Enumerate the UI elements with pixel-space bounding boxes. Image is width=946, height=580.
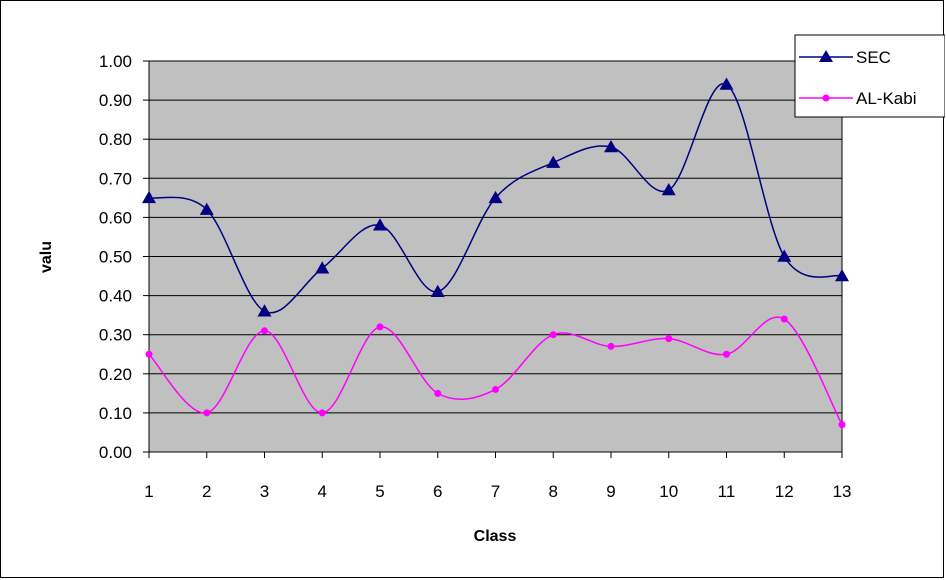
legend-label-alkabi: AL-Kabi bbox=[856, 89, 916, 108]
x-tick-label: 4 bbox=[318, 482, 327, 501]
data-point-sec bbox=[661, 183, 676, 196]
y-tick-label: 0.30 bbox=[99, 326, 132, 345]
data-point-al-kabi bbox=[549, 331, 557, 339]
data-point-al-kabi bbox=[723, 350, 730, 358]
series-sec bbox=[142, 77, 849, 317]
data-point-al-kabi bbox=[318, 409, 326, 417]
data-point-sec bbox=[719, 77, 734, 90]
data-point-sec bbox=[373, 218, 387, 231]
y-axis-title: valu bbox=[38, 241, 55, 273]
x-axis-ticks: 1 2 3 4 5 6 7 8 9 10 11 12 13 bbox=[144, 452, 851, 501]
data-point-al-kabi bbox=[665, 335, 673, 343]
x-tick-label: 2 bbox=[202, 482, 211, 501]
data-point-sec bbox=[546, 155, 561, 168]
legend-marker-alkabi bbox=[822, 94, 830, 102]
x-tick-label: 13 bbox=[833, 482, 852, 501]
data-point-al-kabi bbox=[434, 389, 442, 397]
data-point-al-kabi bbox=[376, 323, 384, 331]
legend: SEC AL-Kabi bbox=[794, 34, 945, 118]
x-axis-title: Class bbox=[474, 528, 517, 545]
y-tick-label: 0.60 bbox=[99, 208, 132, 227]
data-point-al-kabi bbox=[492, 385, 499, 393]
data-point-sec bbox=[142, 190, 156, 204]
data-point-al-kabi bbox=[607, 342, 615, 350]
data-point-sec bbox=[488, 190, 503, 204]
x-tick-label: 10 bbox=[659, 482, 678, 501]
y-tick-label: 1.00 bbox=[99, 52, 132, 71]
data-point-sec bbox=[835, 269, 849, 282]
data-point-sec bbox=[199, 202, 214, 215]
y-tick-label: 0.10 bbox=[99, 404, 132, 423]
data-point-al-kabi bbox=[203, 409, 211, 417]
legend-box bbox=[794, 34, 945, 118]
y-tick-label: 0.80 bbox=[99, 130, 132, 149]
x-tick-label: 3 bbox=[260, 482, 269, 501]
series-al-kabi bbox=[145, 315, 846, 429]
x-tick-label: 6 bbox=[433, 482, 442, 501]
y-tick-label: 0.90 bbox=[99, 91, 132, 110]
x-tick-label: 7 bbox=[491, 482, 500, 501]
data-point-al-kabi bbox=[261, 327, 268, 335]
x-tick-label: 1 bbox=[144, 482, 153, 501]
legend-marker-sec bbox=[819, 50, 833, 62]
y-axis-ticks: 0.00 0.10 0.20 0.30 0.40 0.50 0.60 0.70 0.80 0.90… bbox=[99, 52, 149, 462]
data-point-sec bbox=[257, 304, 272, 317]
x-tick-label: 9 bbox=[606, 482, 615, 501]
y-tick-label: 0.20 bbox=[99, 365, 132, 384]
data-point-sec bbox=[430, 284, 445, 297]
legend-label-sec: SEC bbox=[856, 48, 891, 67]
data-point-al-kabi bbox=[780, 315, 788, 323]
y-tick-label: 0.00 bbox=[99, 443, 132, 462]
y-tick-label: 0.70 bbox=[99, 169, 132, 188]
gridlines bbox=[149, 99, 842, 414]
data-point-sec bbox=[777, 249, 792, 262]
data-point-sec bbox=[604, 140, 618, 153]
x-tick-label: 11 bbox=[718, 482, 736, 501]
data-point-al-kabi bbox=[838, 421, 846, 429]
series-layer bbox=[142, 77, 849, 429]
x-tick-label: 12 bbox=[775, 482, 794, 501]
data-point-al-kabi bbox=[145, 350, 153, 358]
data-point-sec bbox=[315, 261, 330, 274]
y-tick-label: 0.40 bbox=[99, 287, 132, 306]
x-tick-label: 8 bbox=[549, 482, 558, 501]
y-tick-label: 0.50 bbox=[99, 248, 132, 267]
x-tick-label: 5 bbox=[375, 482, 384, 501]
